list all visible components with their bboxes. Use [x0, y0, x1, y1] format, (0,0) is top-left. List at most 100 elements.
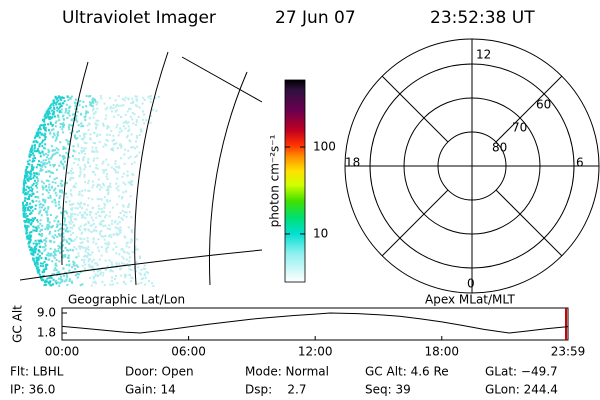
pixel	[120, 248, 123, 251]
pixel	[43, 163, 46, 166]
pixel	[68, 269, 71, 272]
pixel	[30, 231, 33, 233]
pixel	[55, 147, 58, 150]
pixel	[54, 201, 57, 204]
pixel	[104, 216, 106, 219]
pixel	[111, 139, 114, 142]
pixel	[47, 157, 50, 160]
pixel	[89, 137, 92, 140]
pixel	[96, 150, 99, 153]
pixel	[64, 246, 67, 249]
pixel	[24, 199, 26, 202]
pixel	[54, 204, 57, 207]
pixel	[45, 116, 47, 119]
pixel	[57, 207, 60, 210]
pixel	[78, 175, 81, 178]
pixel	[113, 233, 116, 236]
pixel	[92, 281, 95, 284]
pixel	[138, 151, 141, 154]
pixel	[26, 178, 29, 181]
pixel	[40, 180, 43, 183]
pixel	[65, 151, 68, 154]
pixel	[89, 224, 92, 227]
pixel	[126, 241, 129, 244]
pixel	[71, 221, 74, 224]
pixel	[130, 163, 133, 166]
pixel	[35, 140, 38, 143]
pixel	[98, 197, 101, 200]
pixel	[136, 238, 139, 241]
pixel	[40, 169, 42, 172]
pixel	[32, 225, 35, 228]
pixel	[76, 273, 79, 276]
pixel	[91, 266, 94, 269]
pixel	[41, 228, 44, 231]
pixel	[45, 267, 48, 270]
pixel	[142, 96, 145, 99]
pixel	[49, 280, 52, 283]
pixel	[117, 262, 120, 265]
pixel	[55, 225, 58, 228]
pixel	[92, 219, 95, 222]
pixel	[31, 205, 34, 208]
pixel	[29, 202, 32, 205]
caption: Geographic Lat/Lon	[68, 293, 185, 307]
pixel	[119, 212, 122, 214]
pixel	[69, 238, 72, 241]
pixel	[109, 107, 112, 110]
pixel	[80, 125, 83, 128]
pixel	[31, 199, 34, 202]
pixel	[64, 230, 67, 233]
pixel	[62, 146, 65, 148]
pixel	[69, 226, 72, 229]
pixel	[84, 249, 87, 252]
pixel	[53, 269, 56, 272]
pixel	[62, 102, 65, 105]
pixel	[102, 160, 105, 163]
pixel	[112, 115, 115, 118]
pixel	[31, 168, 34, 171]
pixel	[58, 251, 61, 254]
pixel	[39, 262, 42, 265]
pixel	[54, 96, 57, 99]
pixel	[108, 259, 111, 262]
pixel	[53, 189, 56, 192]
status-field: GLat: −49.7	[485, 365, 558, 379]
pixel	[84, 217, 87, 219]
pixel	[72, 249, 74, 252]
pixel	[114, 169, 117, 172]
pixel	[98, 188, 101, 191]
pixel	[64, 147, 67, 150]
pixel	[66, 249, 69, 252]
pixel	[65, 274, 68, 277]
pixel	[42, 246, 44, 249]
pixel	[111, 283, 114, 286]
pixel	[83, 211, 86, 214]
pixel	[96, 167, 99, 170]
pixel	[46, 228, 49, 231]
pixel	[34, 239, 37, 242]
pixel	[114, 160, 117, 163]
colorbar-label: photon cm⁻²s⁻¹	[268, 134, 282, 227]
pixel	[32, 252, 35, 255]
pixel	[94, 273, 97, 276]
pixel	[26, 235, 28, 238]
pixel	[29, 213, 31, 215]
pixel	[128, 211, 131, 213]
pixel	[92, 184, 95, 187]
pixel	[95, 146, 98, 149]
pixel	[131, 231, 134, 234]
pixel	[94, 142, 97, 145]
pixel	[31, 193, 34, 196]
pixel	[38, 254, 41, 257]
pixel	[46, 218, 49, 221]
pixel	[52, 99, 55, 102]
pixel	[51, 136, 54, 139]
pixel	[29, 177, 32, 180]
pixel	[41, 198, 44, 201]
pixel	[97, 238, 100, 241]
pixel	[83, 203, 86, 206]
pixel	[59, 223, 62, 226]
pixel	[42, 154, 45, 157]
pixel	[36, 177, 39, 180]
